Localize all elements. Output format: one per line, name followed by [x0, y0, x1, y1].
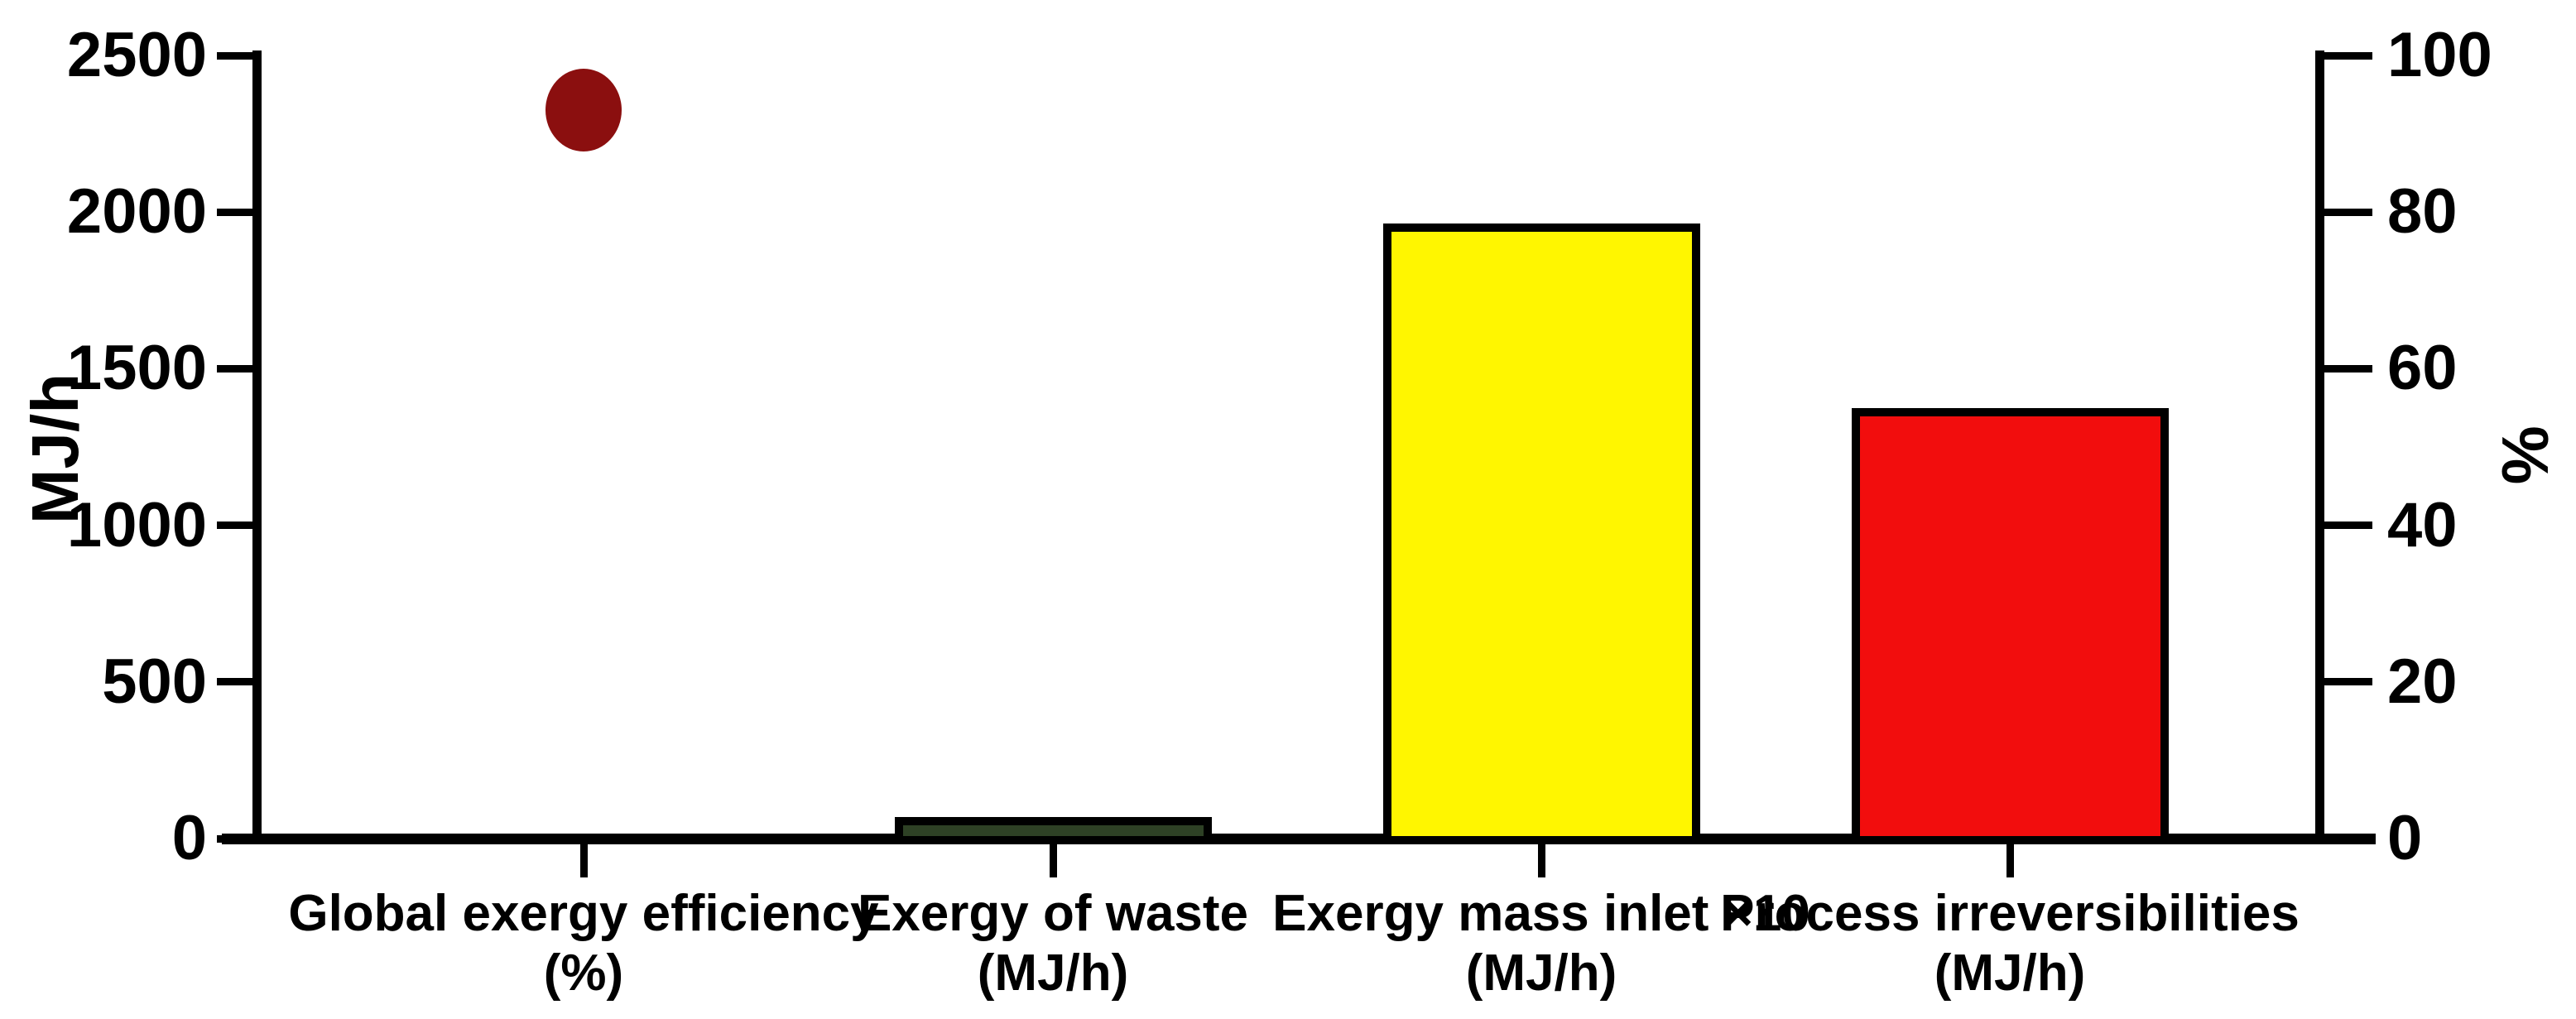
left-axis-tick — [216, 208, 252, 216]
category-label-name: Process irreversibilities — [1720, 885, 2300, 942]
left-axis-tick-label: 500 — [102, 646, 207, 717]
right-axis-title: % — [2488, 425, 2562, 485]
category-label-name: Exergy mass inlet ×10 — [1272, 885, 1810, 942]
right-axis-tick-label: 60 — [2387, 333, 2458, 404]
bar-process-irreversibilities — [1851, 408, 2169, 844]
x-axis-baseline — [222, 833, 2376, 844]
left-axis-tick — [216, 522, 252, 530]
left-axis-tick — [216, 364, 252, 373]
right-axis-tick — [2324, 364, 2372, 373]
right-axis-tick-label: 0 — [2387, 803, 2423, 873]
right-axis-tick — [2324, 678, 2372, 686]
right-axis-tick-label: 20 — [2387, 646, 2458, 717]
left-y-axis-line — [252, 50, 262, 844]
left-axis-tick — [216, 678, 252, 686]
bar-exergy-of-waste — [894, 817, 1212, 844]
x-axis-tick — [579, 839, 588, 877]
scatter-marker-global-exergy-efficiency — [545, 69, 622, 152]
right-axis-tick — [2324, 208, 2372, 216]
right-axis-tick-label: 40 — [2387, 489, 2458, 560]
category-label-name: Global exergy efficiency — [288, 885, 879, 942]
right-axis-tick — [2324, 51, 2372, 60]
category-label: Process irreversibilities (MJ/h) — [1720, 884, 2300, 1003]
right-axis-tick-label: 100 — [2387, 20, 2492, 90]
left-axis-tick-label: 1500 — [66, 333, 207, 404]
right-axis-tick — [2324, 522, 2372, 530]
left-axis-tick — [216, 51, 252, 60]
category-label-unit: (%) — [543, 944, 624, 1002]
category-label: Global exergy efficiency (%) — [288, 884, 878, 1003]
category-label-name: Exergy of waste — [857, 885, 1249, 942]
right-axis-tick — [2324, 834, 2372, 843]
category-label: Exergy mass inlet ×10 (MJ/h) — [1272, 884, 1810, 1003]
left-axis-tick-label: 2000 — [66, 176, 207, 248]
right-y-axis-line — [2314, 50, 2324, 844]
category-label: Exergy of waste (MJ/h) — [858, 884, 1248, 1003]
category-label-unit: (MJ/h) — [1934, 944, 2086, 1002]
x-axis-tick — [2006, 839, 2014, 877]
bar-exergy-mass-inlet-10 — [1382, 224, 1700, 844]
category-label-unit: (MJ/h) — [1465, 944, 1617, 1002]
right-axis-tick-label: 80 — [2387, 176, 2458, 248]
left-axis-tick-label: 1000 — [66, 489, 207, 560]
x-axis-tick — [1049, 839, 1057, 877]
x-axis-tick — [1537, 839, 1545, 877]
left-axis-tick — [216, 834, 252, 843]
left-axis-tick-label: 0 — [171, 803, 207, 873]
category-label-unit: (MJ/h) — [977, 944, 1129, 1002]
left-axis-tick-label: 2500 — [66, 20, 207, 90]
